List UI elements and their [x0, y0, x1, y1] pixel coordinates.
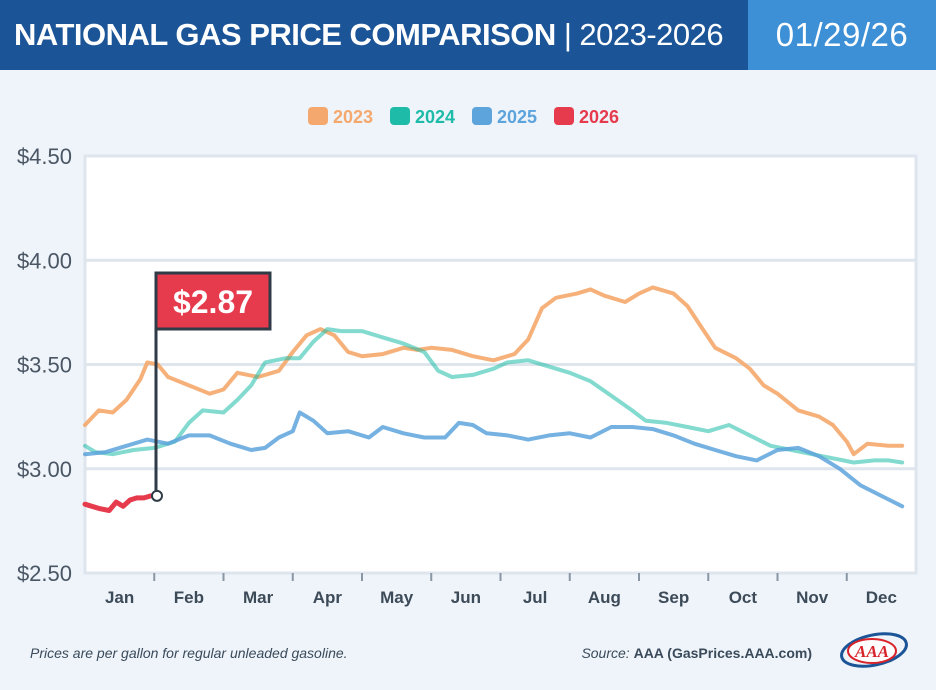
callout-box: [154, 271, 272, 331]
x-tick-label: Apr: [313, 588, 343, 607]
series-line-2024: [83, 327, 905, 465]
x-tick-label: May: [380, 588, 414, 607]
title-separator: |: [563, 17, 572, 52]
legend-label-2024: 2024: [415, 107, 455, 127]
callout-value: $2.87: [173, 284, 253, 320]
footnote: Prices are per gallon for regular unlead…: [30, 645, 348, 661]
source-label: Source:: [581, 645, 630, 661]
date-badge: 01/29/26: [748, 0, 936, 70]
legend-label-2026: 2026: [579, 107, 619, 127]
chart-title: NATIONAL GAS PRICE COMPARISON: [14, 17, 556, 52]
source-credit: Source: AAA (GasPrices.AAA.com): [581, 645, 812, 661]
y-tick-label: $3.00: [17, 457, 72, 482]
y-tick-label: $2.50: [17, 561, 72, 586]
x-tick-label: Jan: [105, 588, 134, 607]
legend-label-2023: 2023: [333, 107, 373, 127]
title-bar: NATIONAL GAS PRICE COMPARISON | 2023-202…: [0, 0, 748, 70]
series-line-2026: [82, 493, 154, 513]
legend-swatch-2026: [554, 107, 574, 125]
chart-years: 2023-2026: [579, 17, 724, 52]
logo-text: AAA: [854, 642, 889, 661]
header: NATIONAL GAS PRICE COMPARISON | 2023-202…: [0, 0, 936, 70]
x-tick-label: Jul: [523, 588, 548, 607]
callout-marker: [151, 489, 163, 502]
x-tick-label: Oct: [729, 588, 758, 607]
x-tick-label: Mar: [243, 588, 274, 607]
legend-label-2025: 2025: [497, 107, 537, 127]
x-tick-label: Dec: [866, 588, 897, 607]
x-tick-label: Nov: [796, 588, 829, 607]
series-line-2025: [83, 410, 905, 509]
y-tick-label: $3.50: [17, 353, 72, 378]
aaa-logo: AAA: [840, 632, 908, 668]
source-value: AAA (GasPrices.AAA.com): [633, 645, 812, 661]
gas-price-chart: $2.50 $3.00 $3.50 $4.00 $4.50 Jan Feb Mar Apr May…: [17, 107, 918, 607]
x-tick-label: Feb: [174, 588, 204, 607]
y-tick-label: $4.00: [17, 248, 72, 273]
series-line-2023: [83, 285, 905, 457]
x-tick-label: Sep: [658, 588, 689, 607]
legend-swatch-2024: [390, 107, 410, 125]
y-tick-label: $4.50: [17, 144, 72, 169]
legend-swatch-2023: [308, 107, 328, 125]
x-tick-label: Jun: [451, 588, 481, 607]
x-tick-label: Aug: [588, 588, 621, 607]
legend-swatch-2025: [472, 107, 492, 125]
